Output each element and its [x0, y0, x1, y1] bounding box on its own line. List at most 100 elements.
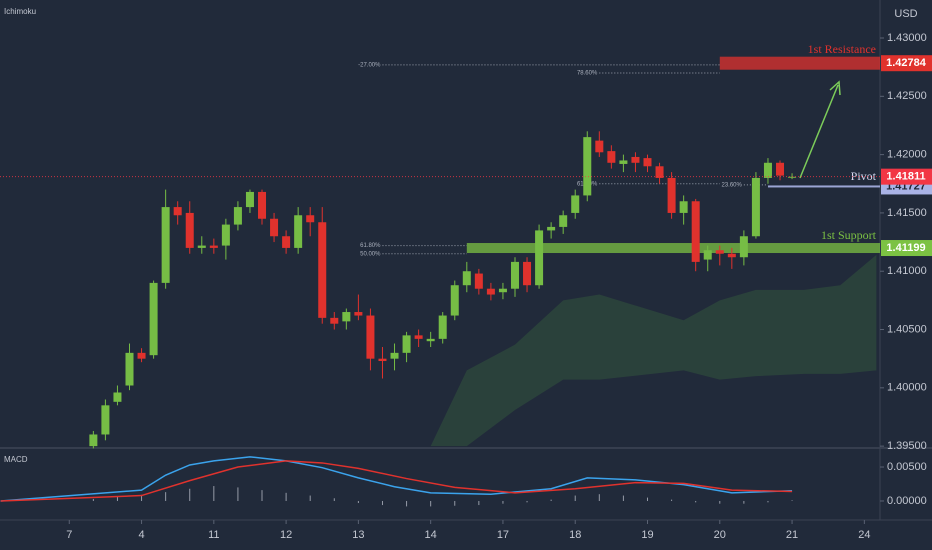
fib-label: -27.00%: [358, 62, 381, 68]
candle-body: [270, 218, 279, 237]
level-zone: [466, 243, 880, 254]
candle-body: [402, 335, 411, 353]
candle-body: [607, 151, 616, 163]
candle-body: [751, 177, 760, 237]
candle-body: [149, 282, 158, 356]
candle-body: [101, 405, 110, 435]
candle-body: [414, 335, 423, 339]
y-tick-label: 1.41500: [887, 207, 927, 219]
x-tick-label: 24: [858, 529, 870, 541]
candle-body: [161, 207, 170, 283]
y-tick-label: 1.43000: [887, 32, 927, 44]
candle-body: [547, 226, 556, 231]
candle-body: [173, 207, 182, 216]
x-tick-label: 7: [66, 529, 72, 541]
indicator-label: MACD: [4, 455, 28, 464]
candle-body: [776, 162, 785, 176]
level-price-label: 1.41199: [886, 242, 925, 254]
candle-body: [390, 352, 399, 359]
y-tick-label: 1.40000: [887, 382, 927, 394]
fib-label: 61.80%: [360, 243, 381, 249]
candle-body: [89, 434, 98, 447]
candle-body: [366, 315, 375, 359]
fib-label: 50.00%: [360, 251, 381, 257]
macd-line: [0, 456, 793, 502]
candle-body: [667, 177, 676, 213]
candle-body: [486, 288, 495, 295]
y-tick-label: 1.39500: [887, 440, 927, 452]
x-tick-label: 11: [208, 529, 219, 541]
y-tick-label: 1.42000: [887, 149, 927, 161]
candle-body: [631, 156, 640, 163]
candle-body: [233, 207, 242, 225]
candle-body: [221, 224, 230, 246]
candle-body: [583, 137, 592, 196]
candle-body: [679, 201, 688, 213]
level-name: 1st Resistance: [808, 42, 876, 56]
arrow-head: [829, 80, 841, 96]
candle-body: [318, 222, 327, 318]
candle-body: [763, 162, 772, 178]
candle-body: [185, 212, 194, 248]
last-price-label: 1.41811: [886, 171, 925, 183]
candle-body: [282, 236, 291, 248]
candle-body: [571, 195, 580, 213]
arrow-line: [799, 84, 839, 179]
forecast-arrow: [799, 80, 841, 179]
ichimoku-cloud: [430, 254, 877, 447]
candle-body: [739, 236, 748, 258]
candle-body: [209, 245, 218, 248]
x-tick-label: 4: [138, 529, 144, 541]
y-tick-label: 1.42500: [887, 90, 927, 102]
level-price-tag: [881, 240, 932, 257]
x-tick-label: 21: [786, 529, 798, 541]
candle-body: [619, 160, 628, 164]
candle-body: [294, 215, 303, 248]
candle-body: [426, 338, 435, 342]
x-tick-label: 20: [714, 529, 726, 541]
candle-body: [703, 250, 712, 260]
candle-body: [559, 215, 568, 227]
candle-body: [655, 166, 664, 178]
candle-body: [113, 392, 122, 402]
level-price-label: 1.42784: [886, 57, 927, 69]
y-tick-label: 0.00000: [887, 495, 927, 507]
last-price-tag: [881, 168, 932, 185]
candle-body: [595, 140, 604, 153]
candle-body: [450, 285, 459, 316]
candle-body: [438, 315, 447, 339]
candle-body: [498, 288, 507, 293]
candle-body: [306, 215, 315, 223]
candle-body: [342, 312, 351, 322]
level-zone: [767, 185, 880, 188]
candle-body: [510, 261, 519, 289]
candle-body: [245, 191, 254, 208]
candle-body: [258, 191, 267, 219]
candle-body: [137, 352, 146, 359]
candle-body: [691, 201, 700, 262]
level-price-tag: [881, 55, 932, 72]
candle-body: [474, 273, 483, 289]
x-tick-label: 13: [352, 529, 364, 541]
candle-body: [523, 261, 532, 286]
fib-label: 78.60%: [577, 71, 598, 77]
candle-body: [643, 158, 652, 167]
fib-label: 23.60%: [722, 183, 743, 189]
x-tick-label: 17: [497, 529, 509, 541]
candle-body: [378, 358, 387, 362]
y-tick-label: 1.41000: [887, 265, 927, 277]
x-tick-label: 19: [641, 529, 653, 541]
candle-body: [727, 253, 736, 258]
level-name: 1st Support: [821, 228, 877, 242]
candle-body: [535, 230, 544, 286]
x-tick-label: 14: [425, 529, 437, 541]
candle-body: [125, 352, 134, 386]
x-tick-label: 12: [280, 529, 292, 541]
macd-line: [0, 460, 793, 502]
indicator-label: Ichimoku: [4, 7, 36, 16]
level-name: Pivot: [851, 169, 877, 183]
candle-body: [354, 312, 363, 316]
candle-body: [330, 317, 339, 324]
y-tick-label: 0.00500: [887, 461, 927, 473]
